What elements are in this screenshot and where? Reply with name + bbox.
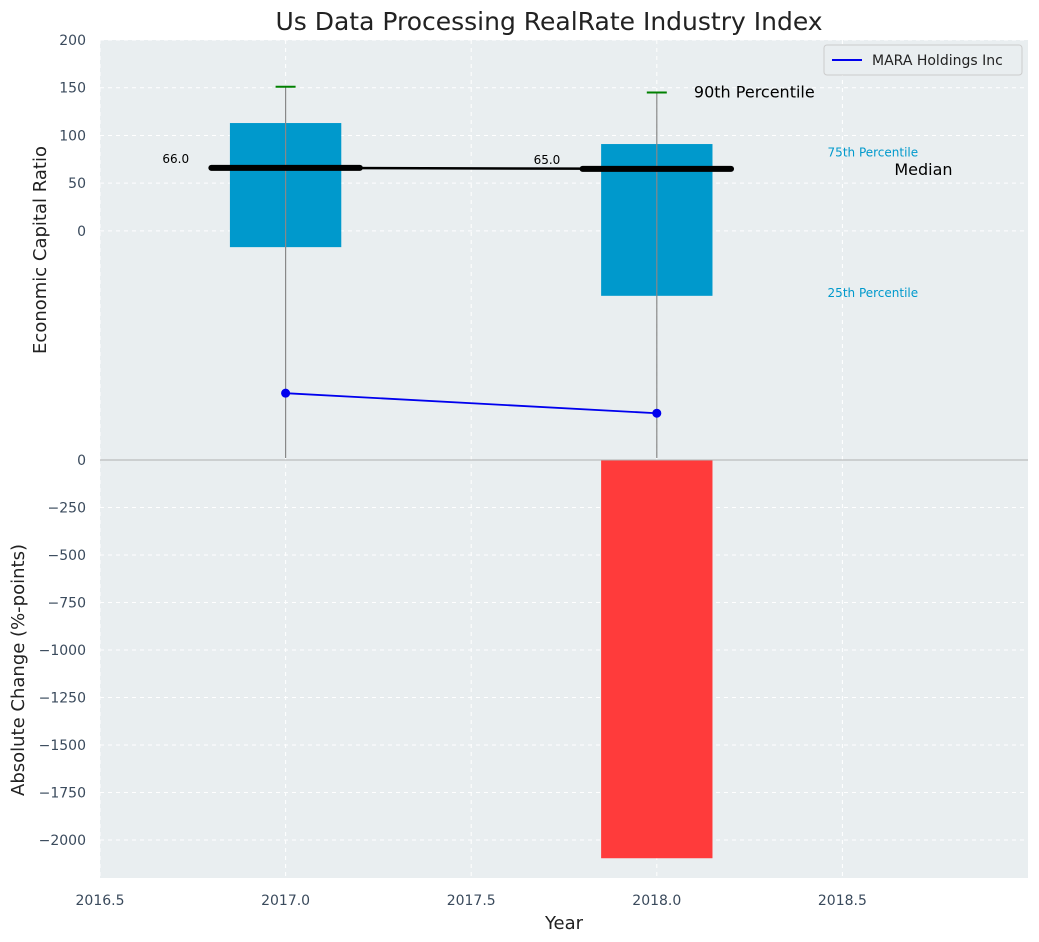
annotation-p25: 25th Percentile [828, 286, 919, 300]
company-series-point [652, 408, 662, 418]
top-y-axis-ticks: 200 150 100 50 0 [59, 33, 86, 240]
x-tick-label: 2018.0 [632, 893, 681, 909]
bottom-y-tick-label: −1000 [39, 643, 86, 659]
bottom-y-tick-label: −2000 [39, 833, 86, 849]
top-plot-background [100, 40, 1028, 460]
bottom-y-tick-label: −1500 [39, 738, 86, 754]
company-series-point [281, 388, 291, 398]
bottom-y-tick-label: −500 [48, 548, 86, 564]
bottom-y-tick-label: −1750 [39, 786, 86, 802]
bottom-y-axis-title: Absolute Change (%-points) [8, 544, 29, 796]
x-axis-ticks: 2016.5 2017.0 2017.5 2018.0 2018.5 [76, 893, 867, 909]
top-y-tick-label: 50 [68, 176, 86, 192]
legend: MARA Holdings Inc [823, 44, 1023, 76]
bottom-y-axis-ticks: 0 −250 −500 −750 −1000 −1250 −1500 −1750 −2000 [39, 453, 86, 849]
top-panel-marks: 66.0 65.0 90th Percentile 75th PercentileMe… [162, 83, 953, 458]
bottom-y-tick-label: −750 [48, 596, 86, 612]
top-y-axis-title: Economic Capital Ratio [30, 146, 51, 354]
x-tick-label: 2017.0 [261, 893, 310, 909]
top-y-tick-label: 200 [59, 33, 86, 49]
bottom-y-tick-label: −250 [48, 501, 86, 517]
annotation-p90: 90th Percentile [694, 83, 815, 102]
top-y-tick-label: 0 [77, 224, 86, 240]
bottom-plot-background [100, 460, 1028, 878]
top-y-tick-label: 150 [59, 81, 86, 97]
absolute-change-bar [601, 460, 713, 859]
bottom-y-tick-label: 0 [77, 453, 86, 469]
x-tick-label: 2017.5 [447, 893, 496, 909]
company-series-line [285, 392, 657, 415]
chart-title: Us Data Processing RealRate Industry Ind… [275, 7, 822, 36]
median-value-label: 65.0 [534, 153, 561, 167]
x-tick-label: 2018.5 [818, 893, 867, 909]
x-tick-label: 2016.5 [76, 893, 125, 909]
top-y-tick-label: 100 [59, 128, 86, 144]
annotation-median: Median [894, 160, 952, 179]
bottom-panel-marks [601, 460, 713, 859]
annotation-p75: 75th Percentile [828, 146, 919, 160]
x-axis-title: Year [544, 913, 584, 934]
median-value-label: 66.0 [162, 152, 189, 166]
bottom-y-tick-label: −1250 [39, 691, 86, 707]
legend-label-mara: MARA Holdings Inc [872, 53, 1003, 69]
legend-box [823, 44, 1023, 76]
